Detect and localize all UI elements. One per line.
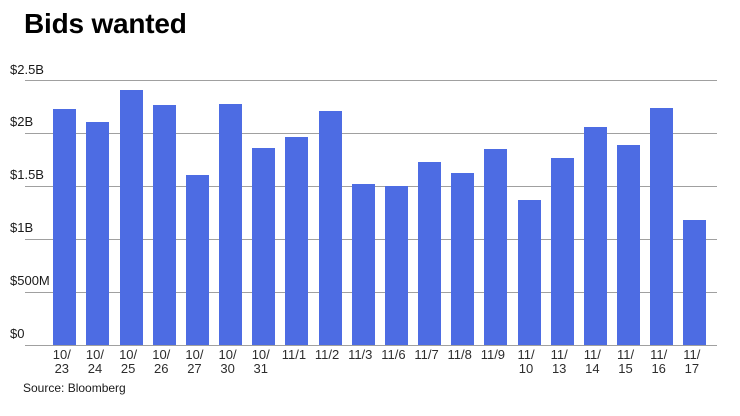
x-axis-tick-line: 31 (253, 361, 268, 376)
bar-11/7 (418, 161, 442, 345)
x-axis-tick-line: 10/ (85, 347, 104, 362)
x-axis-tick-line: 14 (585, 361, 600, 376)
x-axis-tick-line: 10 (518, 361, 534, 376)
x-axis-tick-label: 11/17 (670, 348, 714, 376)
x-axis-tick-line: 26 (154, 361, 169, 376)
x-axis-tick-line: 11/ (550, 347, 568, 362)
x-axis-tick-label: 11/3 (338, 348, 382, 362)
x-axis-tick-label: 10/23 (40, 348, 84, 376)
bar-11/1 (285, 136, 309, 345)
bar-11/15 (617, 145, 641, 345)
y-axis-tick-label: $2B (10, 114, 34, 130)
x-axis-tick-line: 25 (120, 361, 136, 376)
bar-11/17 (683, 220, 707, 345)
x-axis-tick-label: 11/7 (405, 348, 449, 362)
x-axis-tick-line: 10/ (185, 347, 204, 362)
x-axis-tick-line: 30 (220, 361, 235, 376)
x-axis-tick-line: 11/7 (414, 347, 439, 362)
y-axis-tick-label: $1.5B (10, 167, 44, 183)
x-axis-tick-line: 11/ (683, 347, 701, 362)
x-axis-tick-label: 10/31 (239, 348, 283, 376)
x-axis-tick-line: 11/3 (348, 347, 373, 362)
x-axis-tick-label: 10/25 (106, 348, 150, 376)
x-axis-tick-line: 23 (54, 361, 70, 376)
x-axis-tick-label: 10/26 (139, 348, 183, 376)
x-axis-tick-line: 10/ (152, 347, 171, 362)
y-axis-tick-label: $500M (10, 273, 50, 289)
y-axis-tick-label: $0 (10, 326, 25, 341)
bar-11/6 (384, 186, 408, 345)
x-axis-tick-line: 11/ (583, 347, 601, 362)
x-axis-tick-label: 11/6 (371, 348, 415, 362)
x-axis-tick-line: 10/ (52, 347, 71, 362)
bar-11/16 (650, 108, 674, 345)
x-axis-tick-label: 11/2 (305, 348, 349, 362)
x-axis-tick-label: 11/13 (537, 348, 581, 376)
bar-11/10 (517, 200, 541, 345)
x-axis-tick-line: 10/ (119, 347, 138, 362)
x-axis-tick-line: 11/ (616, 347, 635, 362)
x-axis-tick-label: 10/30 (206, 348, 250, 376)
x-axis-tick-line: 11/2 (314, 347, 340, 362)
bar-11/9 (484, 149, 508, 345)
x-axis-tick-line: 11/6 (381, 347, 406, 362)
x-axis-tick-line: 11/ (517, 347, 535, 362)
bar-10/23 (53, 109, 77, 345)
x-axis-tick-line: 11/ (650, 347, 668, 362)
gridline (25, 80, 717, 81)
bar-11/8 (451, 172, 475, 345)
x-axis-tick-line: 10/ (218, 347, 237, 362)
source-note: Source: Bloomberg (23, 381, 126, 395)
bar-11/2 (318, 111, 342, 345)
chart-title: Bids wanted (24, 8, 187, 39)
x-axis-tick-label: 10/24 (73, 348, 117, 376)
bar-11/14 (583, 127, 607, 345)
bar-10/30 (219, 103, 243, 345)
gridline (25, 344, 717, 346)
x-axis-tick-label: 11/8 (438, 348, 482, 362)
bar-10/24 (86, 121, 110, 345)
y-axis-tick-label: $1B (10, 220, 34, 236)
y-axis-tick-label: $2.5B (10, 61, 44, 77)
x-axis-tick-label: 11/16 (637, 348, 681, 376)
x-axis-tick-label: 11/1 (272, 348, 316, 362)
gridline (25, 132, 717, 134)
bar-10/25 (119, 90, 143, 345)
bar-11/3 (351, 184, 375, 345)
x-axis-tick-line: 11/8 (447, 347, 472, 362)
x-axis-tick-line: 11/9 (480, 347, 506, 362)
x-axis-tick-line: 10/ (251, 347, 270, 362)
x-axis-tick-line: 11/1 (281, 347, 307, 362)
bar-10/27 (185, 174, 209, 345)
x-axis-tick-line: 16 (651, 361, 666, 376)
x-axis-tick-line: 17 (684, 361, 700, 376)
x-axis-tick-line: 27 (187, 361, 202, 376)
bar-11/13 (550, 157, 574, 345)
x-axis-tick-line: 24 (87, 361, 103, 376)
bar-10/31 (252, 148, 276, 345)
x-axis-tick-label: 10/27 (172, 348, 216, 376)
x-axis-tick-label: 11/10 (504, 348, 548, 376)
x-axis-tick-line: 15 (618, 361, 633, 376)
bar-10/26 (152, 104, 176, 345)
x-axis-tick-label: 11/15 (604, 348, 648, 376)
x-axis-tick-label: 11/9 (471, 348, 515, 362)
x-axis-tick-label: 11/14 (570, 348, 614, 376)
x-axis-tick-line: 13 (551, 361, 567, 376)
